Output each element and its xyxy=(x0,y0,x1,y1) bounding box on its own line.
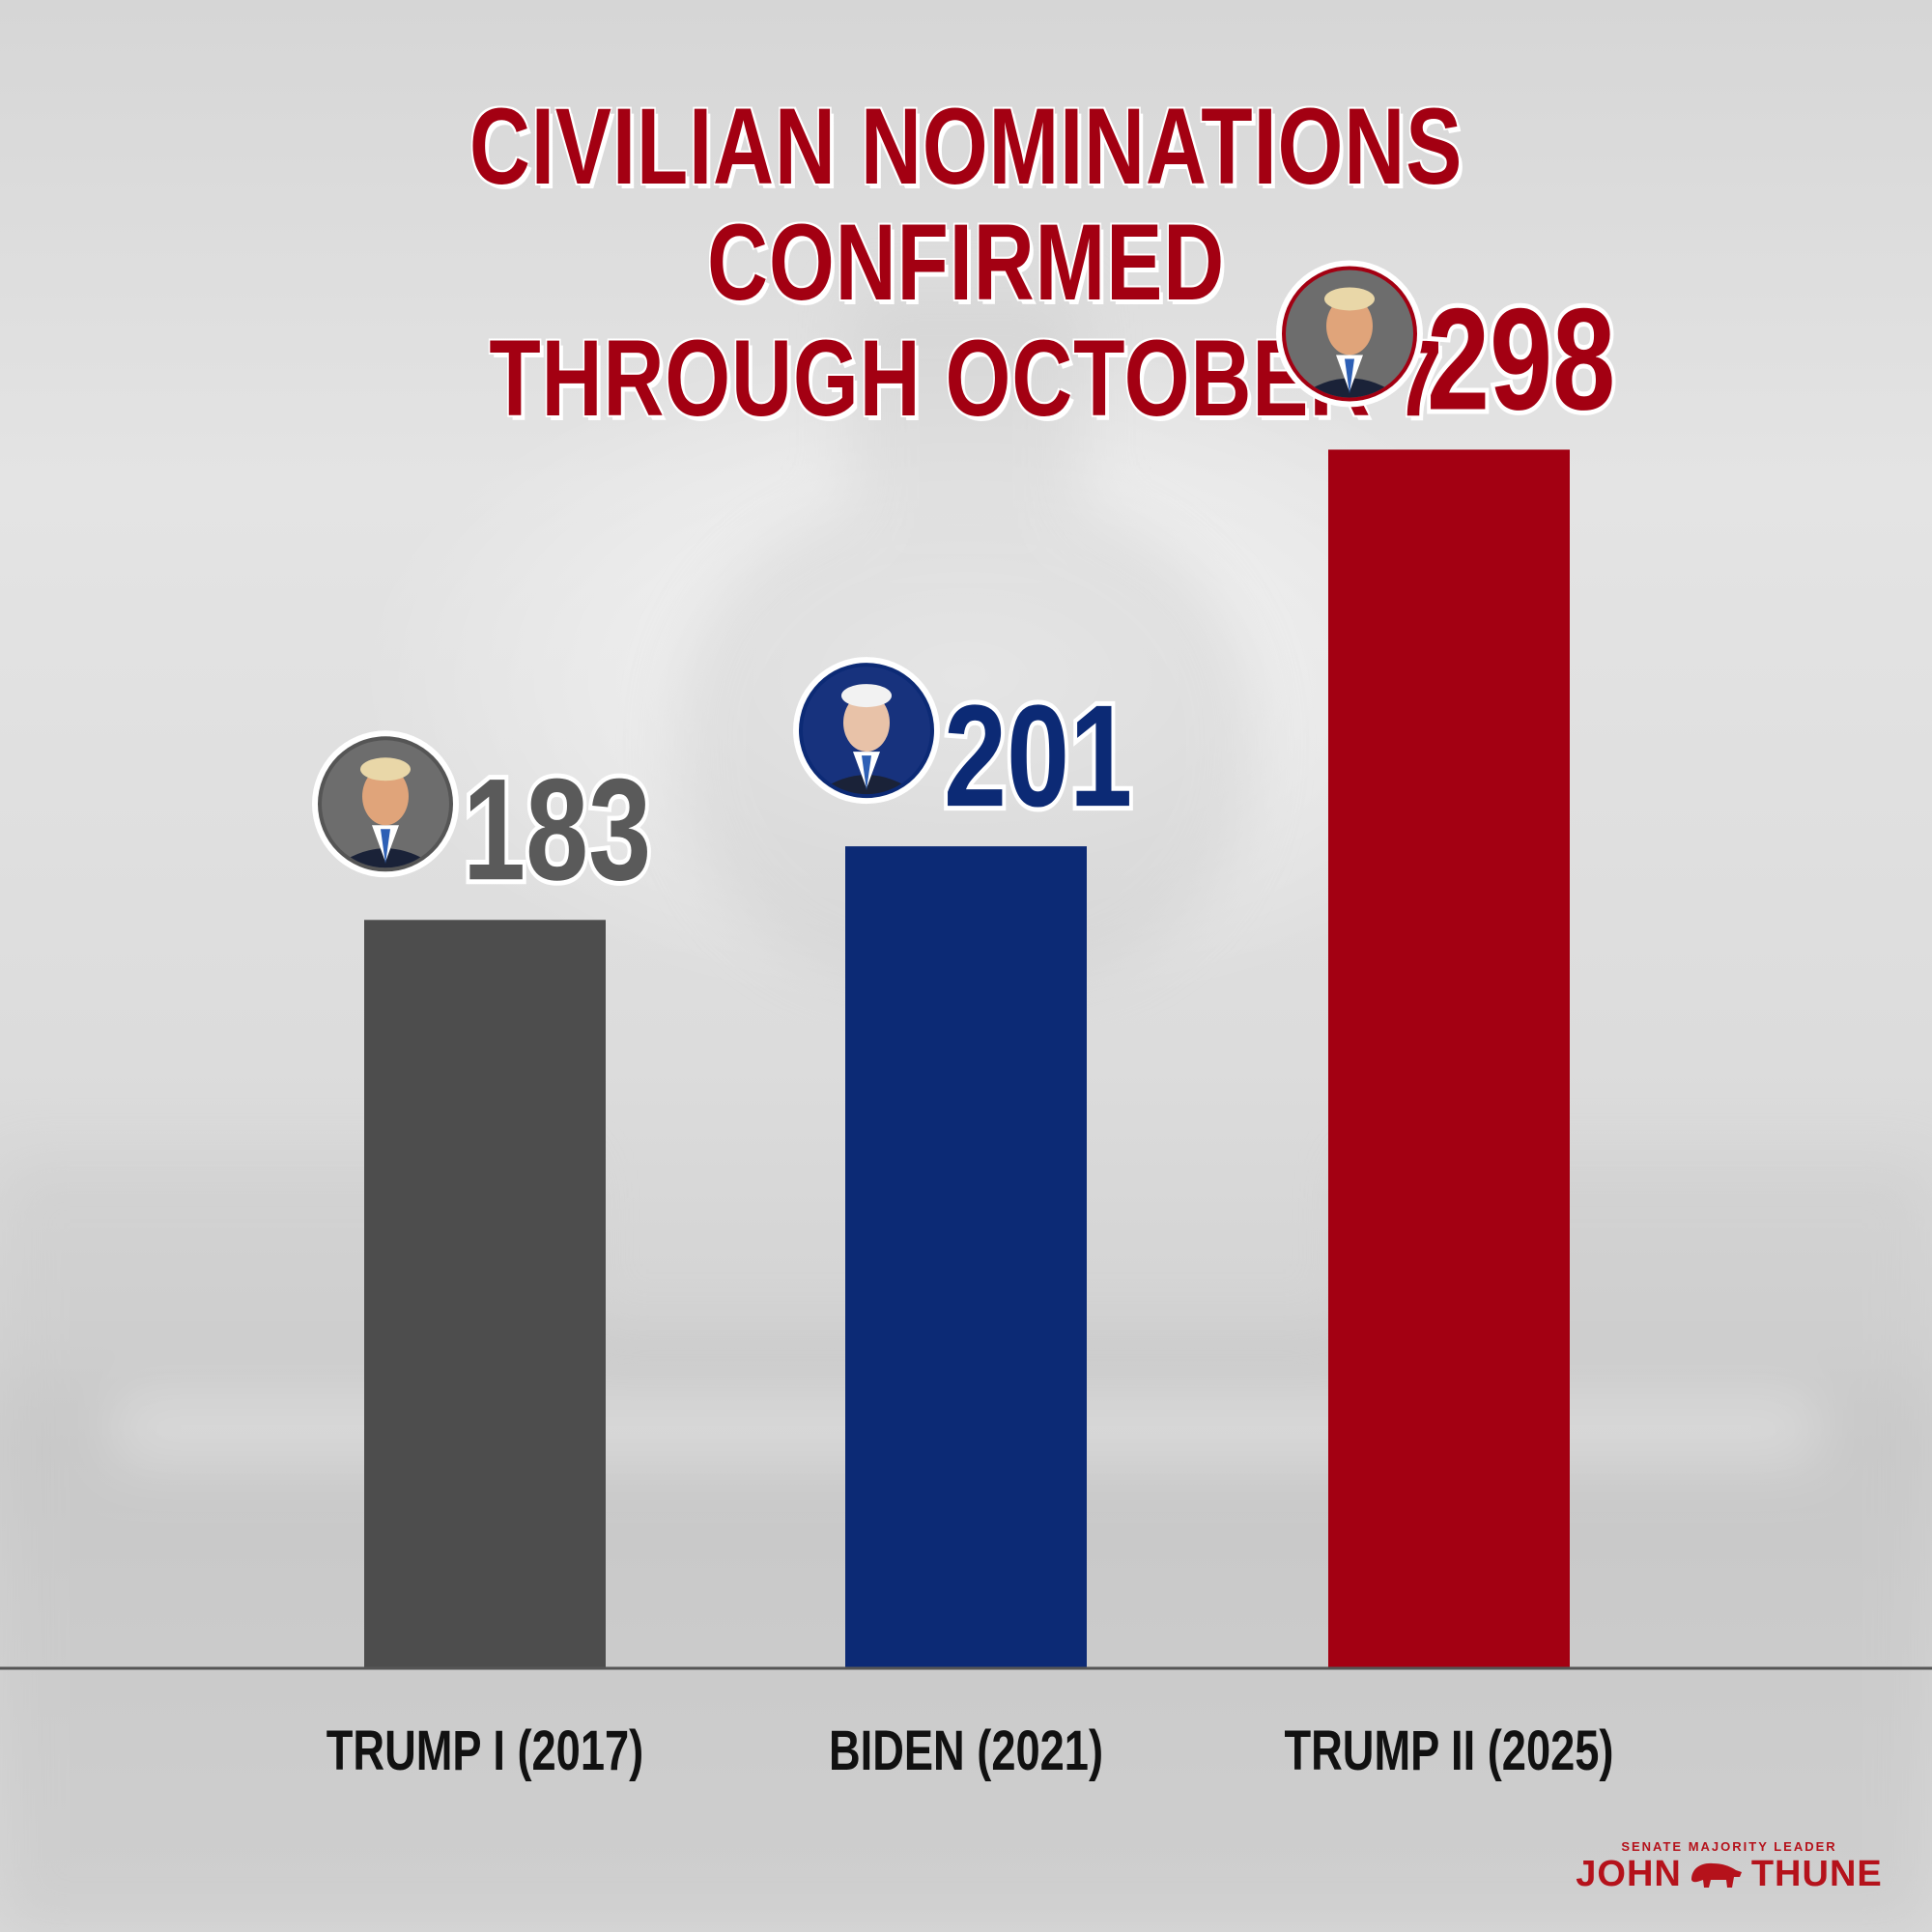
labels-group: 183 TRUMP I (2017) 201 BIDEN (2021) 298 TRUMP… xyxy=(312,260,1620,1783)
brand-last-name: THUNE xyxy=(1750,1854,1883,1894)
category-label-2: TRUMP II (2025) xyxy=(1285,1720,1614,1783)
trump-portrait-icon xyxy=(312,730,459,878)
chart-title-line-1: CIVILIAN NOMINATIONS CONFIRMED xyxy=(469,86,1463,323)
brand-subtitle: SENATE MAJORITY LEADER xyxy=(1621,1839,1837,1854)
value-label-0: 183 xyxy=(463,748,651,910)
bar-2 xyxy=(1328,449,1570,1668)
brand-first-name: JOHN xyxy=(1576,1854,1682,1894)
category-label-0: TRUMP I (2017) xyxy=(327,1720,643,1783)
trump-portrait-icon xyxy=(1276,260,1423,408)
bars-group xyxy=(364,449,1570,1668)
bison-icon xyxy=(1690,1862,1742,1888)
category-label-1: BIDEN (2021) xyxy=(829,1720,1103,1783)
value-label-1: 201 xyxy=(944,674,1132,837)
brand-name: JOHN THUNE xyxy=(1575,1854,1884,1895)
biden-portrait-icon xyxy=(793,657,940,805)
john-thune-logo: SENATE MAJORITY LEADER JOHN THUNE xyxy=(1575,1839,1884,1895)
value-label-2: 298 xyxy=(1427,277,1615,440)
bar-0 xyxy=(364,920,606,1668)
bar-1 xyxy=(845,846,1087,1668)
